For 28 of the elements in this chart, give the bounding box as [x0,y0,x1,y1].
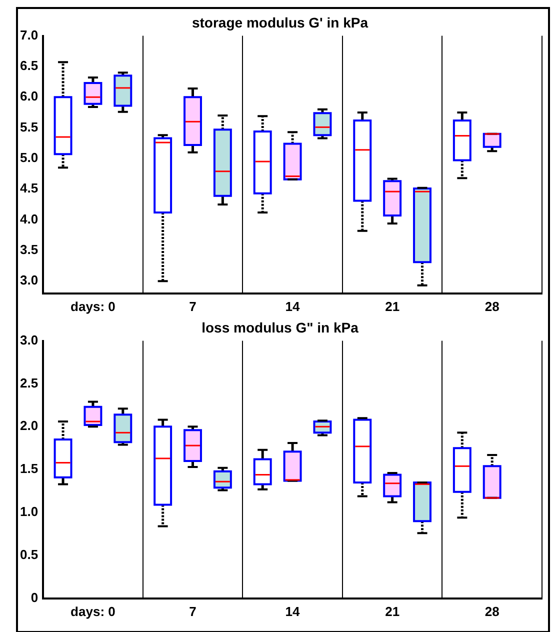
x-tick-label: 7 [189,298,196,314]
chart-title: storage modulus G' in kPa [192,14,368,30]
x-tick-label: days: 0 [70,604,116,619]
y-tick-label: 3.0 [20,332,38,348]
chart-title: loss modulus G" in kPa [202,319,359,336]
y-tick-label: 1.5 [20,461,38,476]
y-tick-label: 4.5 [20,180,38,196]
y-tick-label: 2.0 [20,418,38,434]
y-tick-label: 5.5 [20,119,38,134]
x-tick-label: 28 [484,604,500,619]
y-tick-label: 0 [30,590,38,605]
y-tick-label: 5.0 [20,150,38,166]
y-tick-label: 2.5 [20,375,38,390]
y-tick-label: 7.0 [20,27,38,42]
y-tick-label: 3.5 [20,242,38,258]
y-tick-label: 4.0 [20,211,38,226]
y-tick-label: 1.0 [20,504,38,520]
x-tick-label: days: 0 [70,298,116,314]
x-tick-label: 21 [385,298,400,314]
x-tick-label: 14 [285,298,301,314]
x-tick-label: 21 [385,604,400,619]
y-tick-label: 3.0 [20,272,38,288]
x-tick-label: 7 [189,604,196,619]
y-tick-label: 6.0 [20,88,38,104]
y-tick-label: 0.5 [20,547,38,562]
x-tick-label: 14 [285,604,301,619]
y-tick-label: 6.5 [20,58,38,74]
x-tick-label: 28 [484,298,500,314]
